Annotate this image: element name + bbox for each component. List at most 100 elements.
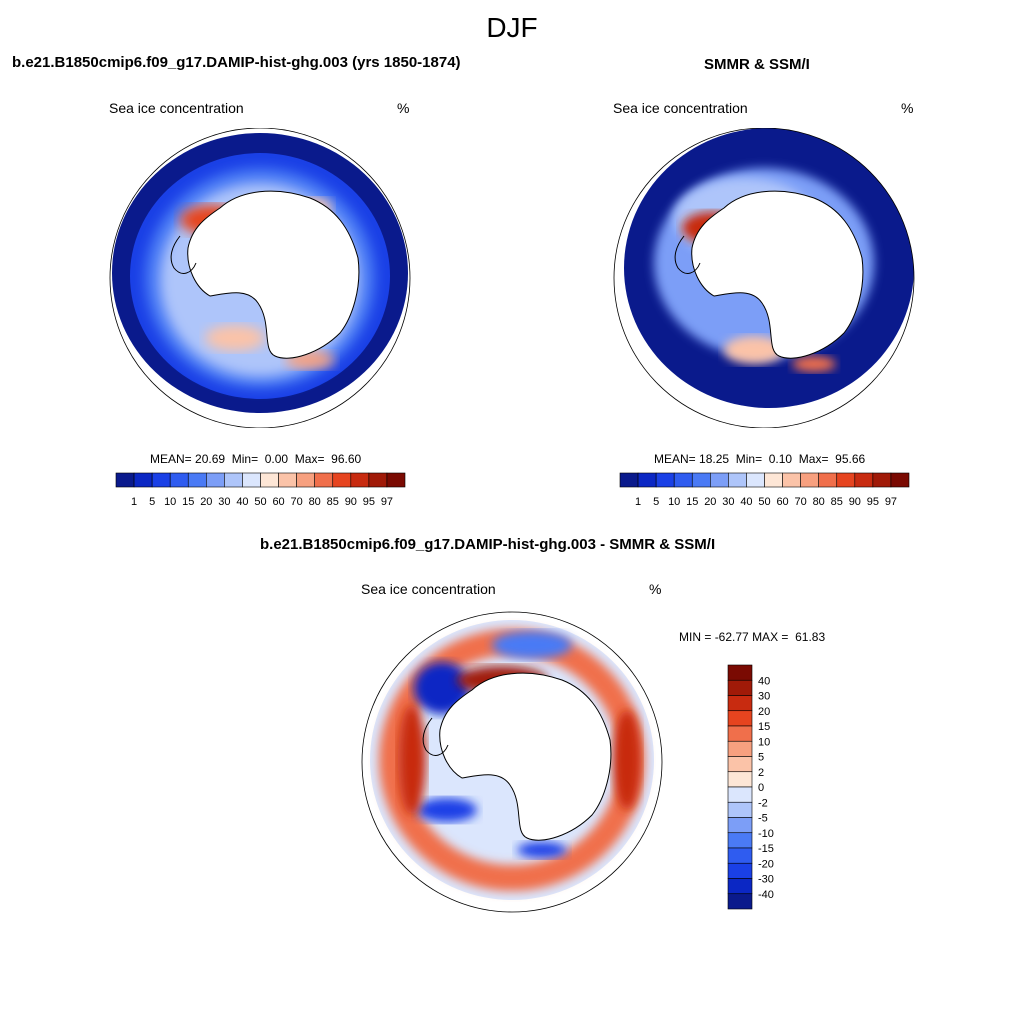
colorbar-swatch (727, 893, 753, 910)
colorbar-swatch (727, 710, 753, 727)
colorbar-tick-label: 10 (668, 496, 680, 508)
colorbar-tick-label: 95 (867, 496, 879, 508)
colorbar-tick-label: 30 (722, 496, 734, 508)
colorbar-tick-label: 97 (381, 496, 393, 508)
obs-colorbar: 1 5 10 15 20 30 40 50 60 70 80 85 90 95 97 (619, 472, 910, 508)
diff-negative-weddell (414, 662, 470, 714)
colorbar-tick-label: 90 (345, 496, 357, 508)
colorbar-swatch (350, 472, 370, 488)
colorbar-swatch (314, 472, 334, 488)
colorbar-tick-label: 15 (686, 496, 698, 508)
model-units-label: % (397, 100, 410, 116)
colorbar-tick-label: 1 (635, 496, 641, 508)
colorbar-swatch (242, 472, 261, 488)
colorbar-swatch (332, 472, 352, 488)
colorbar-swatch (727, 847, 753, 864)
obs-polar-map (613, 128, 915, 428)
map-boundary (109, 128, 411, 428)
colorbar-swatch (746, 472, 765, 488)
model-polar-map (109, 128, 411, 428)
colorbar-tick-label: 15 (758, 721, 770, 733)
antarctica-coastline (439, 672, 612, 841)
colorbar-swatch (727, 756, 753, 773)
colorbar-tick-label: 30 (758, 691, 770, 703)
colorbar-swatch (637, 472, 657, 488)
colorbar-swatch (260, 472, 279, 488)
colorbar-tick-label: 80 (813, 496, 825, 508)
colorbar-swatch (169, 472, 189, 488)
colorbar-tick-label: -30 (758, 874, 774, 886)
colorbar-tick-label: -10 (758, 828, 774, 840)
colorbar-swatch (727, 740, 753, 757)
colorbar-tick-label: 85 (327, 496, 339, 508)
colorbar-swatch (133, 472, 153, 488)
colorbar-tick-label: 60 (776, 496, 788, 508)
diff-panel-title: b.e21.B1850cmip6.f09_g17.DAMIP-hist-ghg.… (260, 536, 716, 553)
colorbar-swatch (224, 472, 243, 488)
colorbar-tick-label: 80 (309, 496, 321, 508)
antarctica-coastline (187, 190, 360, 359)
obs-stats: MEAN= 18.25 Min= 0.10 Max= 95.66 (654, 452, 866, 466)
colorbar-swatch (727, 695, 753, 712)
colorbar-swatch (710, 472, 729, 488)
figure-title: DJF (486, 12, 538, 43)
map-boundary (361, 611, 663, 913)
colorbar-tick-label: 50 (758, 496, 770, 508)
model-colorbar: 1 5 10 15 20 30 40 50 60 70 80 85 90 95 97 (115, 472, 406, 508)
colorbar-swatch (673, 472, 693, 488)
colorbar-swatch (872, 472, 892, 488)
colorbar-tick-label: 20 (704, 496, 716, 508)
colorbar-swatch (782, 472, 801, 488)
colorbar-tick-label: 20 (758, 706, 770, 718)
colorbar-swatch (818, 472, 838, 488)
diff-variable-label: Sea ice concentration (361, 581, 496, 597)
colorbar-swatch (206, 472, 225, 488)
colorbar-tick-label: 5 (653, 496, 659, 508)
colorbar-swatch (368, 472, 388, 488)
colorbar-swatch (727, 786, 753, 803)
diff-stats: MIN = -62.77 MAX = 61.83 (679, 630, 826, 644)
colorbar-swatch (386, 472, 406, 488)
colorbar-swatch (691, 472, 711, 488)
colorbar-swatch (727, 878, 753, 895)
colorbar-tick-label: 40 (740, 496, 752, 508)
colorbar-tick-label: 1 (131, 496, 137, 508)
colorbar-tick-label: 15 (182, 496, 194, 508)
colorbar-tick-label: 40 (236, 496, 248, 508)
colorbar-swatch (278, 472, 297, 488)
colorbar-tick-label: 90 (849, 496, 861, 508)
colorbar-tick-label: 10 (164, 496, 176, 508)
colorbar-tick-label: 40 (758, 675, 770, 687)
colorbar-swatch (727, 679, 753, 696)
colorbar-tick-label: 5 (149, 496, 155, 508)
map-boundary (613, 128, 915, 428)
colorbar-swatch (727, 817, 753, 834)
colorbar-tick-label: 30 (218, 496, 230, 508)
colorbar-swatch (619, 472, 639, 488)
colorbar-tick-label: -40 (758, 889, 774, 901)
colorbar-swatch (800, 472, 819, 488)
colorbar-tick-label: 10 (758, 736, 770, 748)
colorbar-tick-label: -15 (758, 843, 774, 855)
colorbar-swatch (890, 472, 910, 488)
colorbar-swatch (655, 472, 675, 488)
colorbar-swatch (764, 472, 783, 488)
colorbar-tick-label: 50 (254, 496, 266, 508)
colorbar-swatch (151, 472, 171, 488)
antarctic-peninsula (674, 235, 701, 274)
colorbar-swatch (836, 472, 856, 488)
diff-units-label: % (649, 581, 662, 597)
colorbar-tick-label: 70 (291, 496, 303, 508)
colorbar-swatch (727, 801, 753, 818)
colorbar-tick-label: -20 (758, 858, 774, 870)
colorbar-swatch (727, 664, 753, 681)
obs-units-label: % (901, 100, 914, 116)
colorbar-tick-label: -5 (758, 813, 768, 825)
colorbar-swatch (727, 725, 753, 742)
colorbar-swatch (728, 472, 747, 488)
colorbar-swatch (854, 472, 874, 488)
diff-polar-map (361, 611, 663, 913)
antarctic-peninsula (422, 717, 449, 756)
antarctic-peninsula (170, 235, 197, 274)
